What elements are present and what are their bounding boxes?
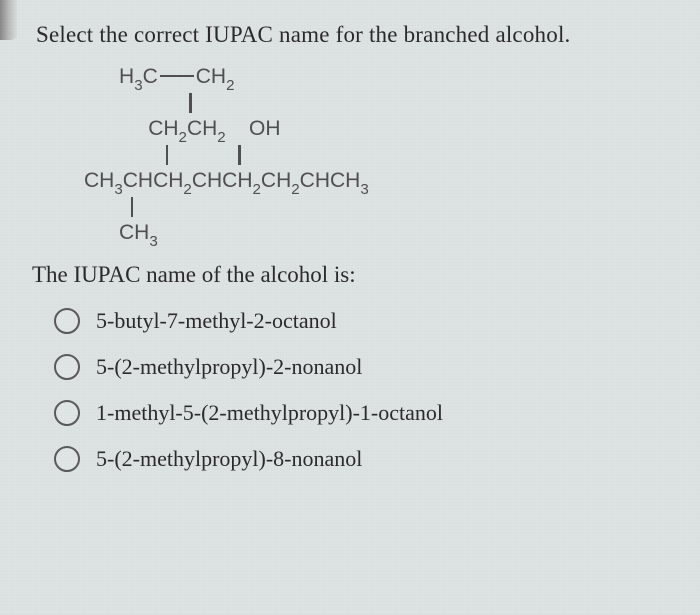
question-text: Select the correct IUPAC name for the br… (36, 22, 676, 48)
page-edge-shadow (0, 0, 18, 40)
radio-icon[interactable] (54, 308, 80, 334)
sub: 2 (179, 129, 187, 146)
frag: CH (196, 65, 226, 88)
bond-vertical (131, 197, 134, 217)
structure-bond-row-2 (84, 144, 676, 170)
sub: 2 (183, 181, 191, 198)
frag: CHCH (300, 169, 361, 192)
frag: CH (261, 169, 291, 192)
frag: CH (148, 117, 178, 140)
option-1[interactable]: 5-butyl-7-methyl-2-octanol (54, 308, 676, 334)
radio-icon[interactable] (54, 400, 80, 426)
frag: OH (249, 117, 281, 140)
structure-row-2: CH2CH2 OH (84, 118, 676, 144)
sub: 3 (134, 77, 142, 94)
sub: 2 (226, 77, 234, 94)
option-label: 5-(2-methylpropyl)-2-nonanol (96, 354, 362, 380)
sub: 3 (114, 181, 122, 198)
bond-horizontal (160, 75, 194, 77)
radio-icon[interactable] (54, 446, 80, 472)
frag: CH (187, 117, 217, 140)
structure-row-4: CH3 (84, 222, 676, 248)
structure-row-1: H3C CH2 (84, 66, 676, 92)
frag: CHCH (123, 169, 184, 192)
option-2[interactable]: 5-(2-methylpropyl)-2-nonanol (54, 354, 676, 380)
frag: CHCH (192, 169, 253, 192)
sub: 2 (291, 181, 299, 198)
structure-row-3: CH3CHCH2CHCH2CH2CHCH3 (84, 170, 676, 196)
sub: 2 (253, 181, 261, 198)
sub: 3 (149, 233, 157, 250)
answer-prompt: The IUPAC name of the alcohol is: (32, 262, 676, 288)
bond-vertical (238, 145, 241, 165)
bond-vertical (189, 93, 192, 113)
radio-icon[interactable] (54, 354, 80, 380)
sub: 2 (217, 129, 225, 146)
frag: CH (84, 169, 114, 192)
option-3[interactable]: 1-methyl-5-(2-methylpropyl)-1-octanol (54, 400, 676, 426)
bond-vertical (166, 145, 169, 165)
frag: CH (119, 221, 149, 244)
structure-bond-row-3 (84, 196, 676, 222)
options-list: 5-butyl-7-methyl-2-octanol 5-(2-methylpr… (54, 308, 676, 472)
option-label: 5-butyl-7-methyl-2-octanol (96, 308, 337, 334)
frag: H (119, 65, 134, 88)
frag: C (143, 65, 158, 88)
option-label: 1-methyl-5-(2-methylpropyl)-1-octanol (96, 400, 443, 426)
option-4[interactable]: 5-(2-methylpropyl)-8-nonanol (54, 446, 676, 472)
sub: 3 (360, 181, 368, 198)
structure-bond-row-1 (84, 92, 676, 118)
chemical-structure: H3CCH2 CH2CH2 OH CH3CHCH2CHCH2CH2CHCH3 C… (84, 66, 676, 248)
option-label: 5-(2-methylpropyl)-8-nonanol (96, 446, 362, 472)
